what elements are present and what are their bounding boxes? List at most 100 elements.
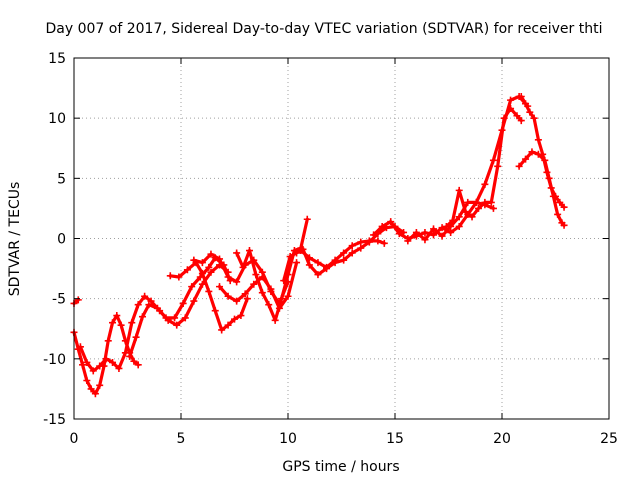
data-point bbox=[74, 296, 82, 304]
data-series-1 bbox=[70, 296, 82, 307]
data-point bbox=[522, 100, 530, 108]
data-point bbox=[233, 249, 241, 257]
data-point bbox=[243, 295, 251, 303]
data-point bbox=[455, 186, 463, 194]
data-point bbox=[380, 239, 388, 247]
data-point bbox=[218, 326, 226, 334]
series-line bbox=[128, 256, 232, 358]
data-point bbox=[216, 283, 224, 291]
y-tick-label: 5 bbox=[57, 171, 66, 187]
data-point bbox=[145, 301, 153, 309]
data-point bbox=[481, 198, 489, 206]
data-point bbox=[348, 242, 356, 250]
data-point bbox=[348, 249, 356, 257]
data-point bbox=[507, 105, 515, 113]
data-point bbox=[297, 247, 305, 255]
data-point bbox=[541, 156, 549, 164]
data-point bbox=[241, 290, 249, 298]
x-tick-label: 10 bbox=[279, 431, 297, 447]
y-tick-label: 0 bbox=[57, 232, 66, 248]
data-point bbox=[449, 216, 457, 224]
data-point bbox=[534, 136, 542, 144]
data-point bbox=[205, 263, 213, 271]
data-point bbox=[271, 316, 279, 324]
x-axis-label: GPS time / hours bbox=[282, 459, 399, 475]
data-point bbox=[83, 376, 91, 384]
data-point bbox=[374, 237, 382, 245]
data-point bbox=[183, 266, 191, 274]
data-point bbox=[134, 361, 142, 369]
data-point bbox=[166, 272, 174, 280]
data-point bbox=[190, 256, 198, 264]
data-point bbox=[513, 112, 521, 120]
data-point bbox=[286, 253, 294, 261]
data-point bbox=[117, 321, 125, 329]
data-point bbox=[89, 367, 97, 375]
data-point bbox=[489, 156, 497, 164]
data-point bbox=[76, 343, 84, 351]
data-point bbox=[293, 259, 301, 267]
data-point bbox=[357, 244, 365, 252]
data-point bbox=[207, 250, 215, 258]
data-point bbox=[468, 213, 476, 221]
data-point bbox=[560, 203, 568, 211]
data-point bbox=[442, 222, 450, 230]
data-point bbox=[500, 114, 508, 122]
data-point bbox=[113, 312, 121, 320]
data-point bbox=[265, 301, 273, 309]
data-point bbox=[430, 231, 438, 239]
data-point bbox=[455, 222, 463, 230]
data-point bbox=[515, 162, 523, 170]
series-line bbox=[517, 150, 566, 227]
data-point bbox=[455, 213, 463, 221]
data-point bbox=[83, 358, 91, 366]
data-point bbox=[109, 358, 117, 366]
data-point bbox=[280, 277, 288, 285]
data-point bbox=[494, 162, 502, 170]
data-series-5 bbox=[166, 259, 251, 334]
series-line bbox=[299, 239, 386, 269]
data-point bbox=[507, 96, 515, 104]
data-point bbox=[173, 321, 181, 329]
data-point bbox=[472, 198, 480, 206]
data-point bbox=[421, 228, 429, 236]
data-point bbox=[517, 117, 525, 125]
data-point bbox=[430, 225, 438, 233]
data-point bbox=[96, 362, 104, 370]
x-tick-label: 20 bbox=[493, 431, 511, 447]
data-point bbox=[171, 314, 179, 322]
data-point bbox=[534, 150, 542, 158]
data-point bbox=[175, 273, 183, 281]
data-point bbox=[489, 204, 497, 212]
data-point bbox=[340, 249, 348, 257]
data-point bbox=[387, 218, 395, 226]
data-point bbox=[130, 357, 138, 365]
data-point bbox=[91, 390, 99, 398]
data-point bbox=[121, 349, 129, 357]
data-point bbox=[528, 148, 536, 156]
data-point bbox=[278, 295, 286, 303]
data-series-13 bbox=[442, 105, 525, 230]
data-point bbox=[96, 381, 104, 389]
data-point bbox=[267, 285, 275, 293]
x-tick-label: 25 bbox=[600, 431, 618, 447]
data-point bbox=[128, 319, 136, 327]
data-point bbox=[293, 249, 301, 257]
data-point bbox=[395, 230, 403, 238]
data-point bbox=[554, 210, 562, 218]
data-point bbox=[549, 192, 557, 200]
data-point bbox=[314, 259, 322, 267]
data-point bbox=[233, 297, 241, 305]
data-point bbox=[205, 287, 213, 295]
data-point bbox=[224, 292, 232, 300]
data-series-12 bbox=[404, 93, 532, 245]
y-tick-label: -10 bbox=[43, 352, 66, 368]
data-point bbox=[517, 93, 525, 101]
series-line bbox=[444, 106, 523, 229]
data-point bbox=[141, 292, 149, 300]
data-point bbox=[556, 198, 564, 206]
data-point bbox=[239, 263, 247, 271]
data-point bbox=[404, 237, 412, 245]
data-point bbox=[181, 314, 189, 322]
data-point bbox=[245, 247, 253, 255]
